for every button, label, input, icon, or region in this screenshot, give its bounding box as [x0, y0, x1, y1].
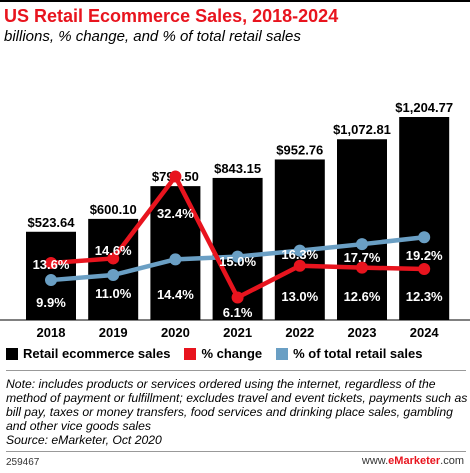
change-point-2019	[107, 252, 120, 265]
share-point-2024	[418, 231, 431, 244]
legend-swatch-share	[276, 347, 289, 360]
brand-suffix: .com	[440, 455, 464, 467]
share-label-2020: 14.4%	[157, 287, 194, 302]
note-text: Note: includes products or services orde…	[6, 377, 468, 433]
change-label-2022: 13.0%	[281, 289, 318, 304]
chart-subtitle: billions, % change, and % of total retai…	[4, 28, 301, 45]
x-tick-2022: 2022	[285, 325, 314, 340]
bar-label-2019: $600.10	[90, 202, 137, 217]
share-point-2018	[45, 274, 57, 287]
share-label-2018: 9.9%	[36, 295, 66, 310]
bar-label-2022: $952.76	[276, 142, 323, 157]
change-label-2023: 12.6%	[344, 289, 381, 304]
share-label-2021: 15.0%	[219, 254, 256, 269]
change-point-2023	[356, 261, 368, 274]
change-point-2024	[418, 263, 431, 276]
bar-2022	[274, 159, 325, 320]
bar-2024	[399, 117, 450, 320]
change-label-2024: 12.3%	[406, 289, 443, 304]
legend-item-change: % change	[184, 346, 262, 361]
top-rule	[0, 0, 470, 2]
x-tick-2019: 2019	[99, 325, 128, 340]
share-point-2021	[231, 250, 244, 263]
source-text: Source: eMarketer, Oct 2020	[6, 433, 162, 447]
x-tick-2018: 2018	[37, 325, 66, 340]
brand-prefix: www.	[361, 455, 389, 467]
change-point-2021	[231, 291, 244, 304]
change-point-2018	[45, 257, 57, 270]
legend-item-share: % of total retail sales	[276, 346, 422, 361]
bar-label-2023: $1,072.81	[333, 122, 391, 137]
brand-logo[interactable]: www.eMarketer.com	[362, 455, 464, 467]
change-label-2019: 14.6%	[95, 243, 132, 258]
x-tick-2021: 2021	[223, 325, 252, 340]
change-label-2021: 6.1%	[223, 305, 253, 320]
share-point-2022	[293, 244, 306, 257]
change-label-2018: 13.6%	[33, 257, 70, 272]
legend-label-sales: Retail ecommerce sales	[23, 346, 171, 361]
legend-swatch-sales	[6, 347, 18, 360]
x-tick-2023: 2023	[348, 325, 377, 340]
share-label-2022: 16.3%	[281, 247, 318, 262]
divider-top	[6, 370, 466, 371]
chart-title: US Retail Ecommerce Sales, 2018-2024	[4, 6, 339, 26]
chart-id: 259467	[6, 457, 40, 468]
legend-item-sales: Retail ecommerce sales	[6, 346, 170, 361]
legend-label-change: % change	[201, 346, 263, 361]
change-point-2020	[169, 170, 182, 183]
share-point-2020	[169, 253, 182, 266]
bar-label-2024: $1,204.77	[395, 100, 453, 115]
chart-note: Note: includes products or services orde…	[6, 377, 468, 447]
legend-label-share: % of total retail sales	[293, 346, 423, 361]
legend-swatch-change	[184, 347, 197, 360]
brand-name: eMarketer	[388, 455, 441, 467]
bar-2023	[337, 139, 387, 320]
share-label-2024: 19.2%	[406, 248, 443, 263]
legend: Retail ecommerce sales % change % of tot…	[6, 346, 436, 361]
change-label-2020: 32.4%	[157, 206, 194, 221]
x-tick-2020: 2020	[161, 325, 190, 340]
x-tick-2024: 2024	[410, 325, 440, 340]
divider-bottom	[6, 451, 466, 452]
share-point-2023	[356, 238, 368, 251]
share-point-2019	[107, 269, 120, 281]
share-label-2023: 17.7%	[344, 250, 381, 265]
chart-area: $523.64$600.10$794.50$843.15$952.76$1,07…	[0, 100, 470, 340]
bar-label-2018: $523.64	[28, 215, 76, 230]
share-label-2019: 11.0%	[95, 286, 132, 301]
change-point-2022	[293, 259, 306, 272]
bar-label-2021: $843.15	[214, 161, 261, 176]
